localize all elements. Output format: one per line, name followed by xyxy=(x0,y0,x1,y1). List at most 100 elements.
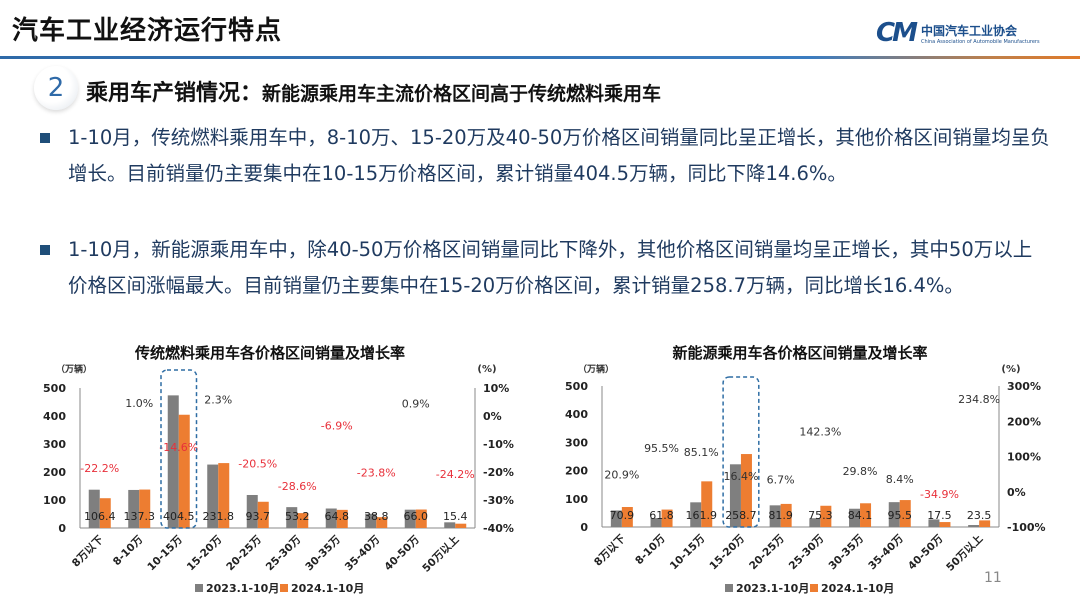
x-tick-label: 30-35万 xyxy=(827,532,867,572)
bar-2023 xyxy=(246,494,258,528)
bar-2023 xyxy=(365,513,377,528)
y-tick-label: 300 xyxy=(43,438,66,451)
bar-2024 xyxy=(780,503,792,527)
bar-2023 xyxy=(444,522,456,528)
section-number: 2 xyxy=(34,66,78,110)
growth-rate-label: -28.6% xyxy=(278,480,317,493)
x-tick-label: 8万以下 xyxy=(592,532,628,568)
bar-value-label: 84.1 xyxy=(848,509,873,522)
bar-2024 xyxy=(820,505,832,527)
bar-2023 xyxy=(690,502,702,527)
highlight-box xyxy=(722,376,760,528)
y2-tick-label: -10% xyxy=(483,438,514,451)
y2-tick-label: 0% xyxy=(483,410,502,423)
bullet-square-icon xyxy=(40,245,50,255)
bar-2023 xyxy=(928,519,940,527)
bar-value-label: 81.9 xyxy=(768,509,793,522)
bar-2023 xyxy=(650,518,662,527)
bar-2023 xyxy=(128,489,140,528)
y2-tick-label: -100% xyxy=(1007,521,1046,534)
x-tick-label: 20-25万 xyxy=(224,533,264,573)
bar-value-label: 137.3 xyxy=(124,510,156,523)
y2-axis-unit: (%) xyxy=(1001,364,1020,375)
x-tick-label: 20-25万 xyxy=(747,532,787,572)
x-tick-label: 35-40万 xyxy=(343,533,383,573)
bar-2024 xyxy=(701,481,713,527)
y-tick-label: 100 xyxy=(565,493,588,506)
legend-swatch-2024 xyxy=(810,584,818,592)
bar-value-label: 75.3 xyxy=(808,509,833,522)
growth-rate-label: -24.2% xyxy=(436,468,475,481)
y-tick-label: 0 xyxy=(580,521,588,534)
bullet-text: 1-10月，新能源乘用车中，除40-50万价格区间销量同比下降外，其他价格区间销… xyxy=(68,238,1033,297)
bar-value-label: 258.7 xyxy=(725,509,757,522)
y2-tick-label: 300% xyxy=(1007,380,1041,393)
logo-cn: 中国汽车工业协会 xyxy=(920,23,1017,38)
bar-value-label: 61.8 xyxy=(649,509,674,522)
y-axis-unit: （万辆） xyxy=(56,363,92,375)
bullet-text: 1-10月，传统燃料乘用车中，8-10万、15-20万及40-50万价格区间销量… xyxy=(68,126,1050,185)
x-tick-label: 8万以下 xyxy=(70,533,106,569)
bar-2024 xyxy=(661,509,673,527)
growth-rate-label: 16.4% xyxy=(723,470,758,483)
logo-en: China Association of Automobile Manufact… xyxy=(920,38,1040,45)
bar-2024 xyxy=(455,523,467,528)
x-tick-label: 10-15万 xyxy=(668,532,708,572)
bar-2024 xyxy=(376,517,388,528)
y-tick-label: 500 xyxy=(43,382,66,395)
growth-rate-label: -22.2% xyxy=(80,462,119,475)
chart-title: 新能源乘用车各价格区间销量及增长率 xyxy=(672,344,927,362)
y2-tick-label: 10% xyxy=(483,382,509,395)
logo: CM 中国汽车工业协会 China Association of Automob… xyxy=(876,18,1040,48)
bar-2023 xyxy=(729,464,741,527)
legend-swatch-2023 xyxy=(725,584,733,592)
legend-swatch-2024 xyxy=(280,584,288,592)
y-tick-label: 400 xyxy=(565,408,588,421)
growth-rate-label: 85.1% xyxy=(684,446,719,459)
growth-rate-label: 234.8% xyxy=(958,393,1000,406)
bar-2024 xyxy=(297,513,309,528)
y-tick-label: 0 xyxy=(58,522,66,535)
bar-2024 xyxy=(99,498,111,528)
y-axis-unit: （万辆） xyxy=(578,363,614,375)
growth-rate-label: -6.9% xyxy=(321,419,353,432)
y-tick-label: 400 xyxy=(43,410,66,423)
growth-rate-label: 142.3% xyxy=(799,426,841,439)
y2-tick-label: 200% xyxy=(1007,415,1041,428)
x-tick-label: 50万以上 xyxy=(420,533,462,575)
x-tick-label: 15-20万 xyxy=(185,533,225,573)
highlight-box xyxy=(160,369,198,529)
x-tick-label: 40-50万 xyxy=(382,533,422,573)
bar-2023 xyxy=(88,489,100,528)
legend-label-2023: 2023.1-10月 xyxy=(206,582,279,595)
growth-rate-label: 8.4% xyxy=(886,473,914,486)
bar-value-label: 38.8 xyxy=(364,510,389,523)
y-tick-label: 200 xyxy=(43,466,66,479)
chart-title: 传统燃料乘用车各价格区间销量及增长率 xyxy=(134,344,405,362)
bar-value-label: 95.5 xyxy=(888,509,913,522)
bar-2023 xyxy=(888,502,900,527)
bar-2024 xyxy=(740,454,752,527)
bar-value-label: 17.5 xyxy=(927,509,952,522)
x-tick-label: 8-10万 xyxy=(633,532,668,567)
y2-tick-label: -30% xyxy=(483,494,514,507)
header-divider xyxy=(0,56,1080,59)
growth-rate-label: -14.6% xyxy=(159,441,198,454)
bar-2024 xyxy=(621,507,633,527)
legend-label-2024: 2024.1-10月 xyxy=(291,582,364,595)
bar-value-label: 64.8 xyxy=(325,510,350,523)
y-tick-label: 500 xyxy=(565,380,588,393)
bar-value-label: 106.4 xyxy=(84,510,116,523)
bar-value-label: 66.0 xyxy=(404,510,429,523)
section-title: 乘用车产销情况：新能源乘用车主流价格区间高于传统燃料乘用车 xyxy=(86,75,661,107)
y2-tick-label: 100% xyxy=(1007,451,1041,464)
bar-2023 xyxy=(286,507,298,528)
bar-2024 xyxy=(415,509,427,528)
bullet-square-icon xyxy=(40,133,50,143)
section-title-sub: 新能源乘用车主流价格区间高于传统燃料乘用车 xyxy=(262,83,662,105)
y2-tick-label: -40% xyxy=(483,522,514,535)
bar-2024 xyxy=(939,522,951,527)
bar-2024 xyxy=(336,509,348,528)
bar-2023 xyxy=(325,508,337,528)
